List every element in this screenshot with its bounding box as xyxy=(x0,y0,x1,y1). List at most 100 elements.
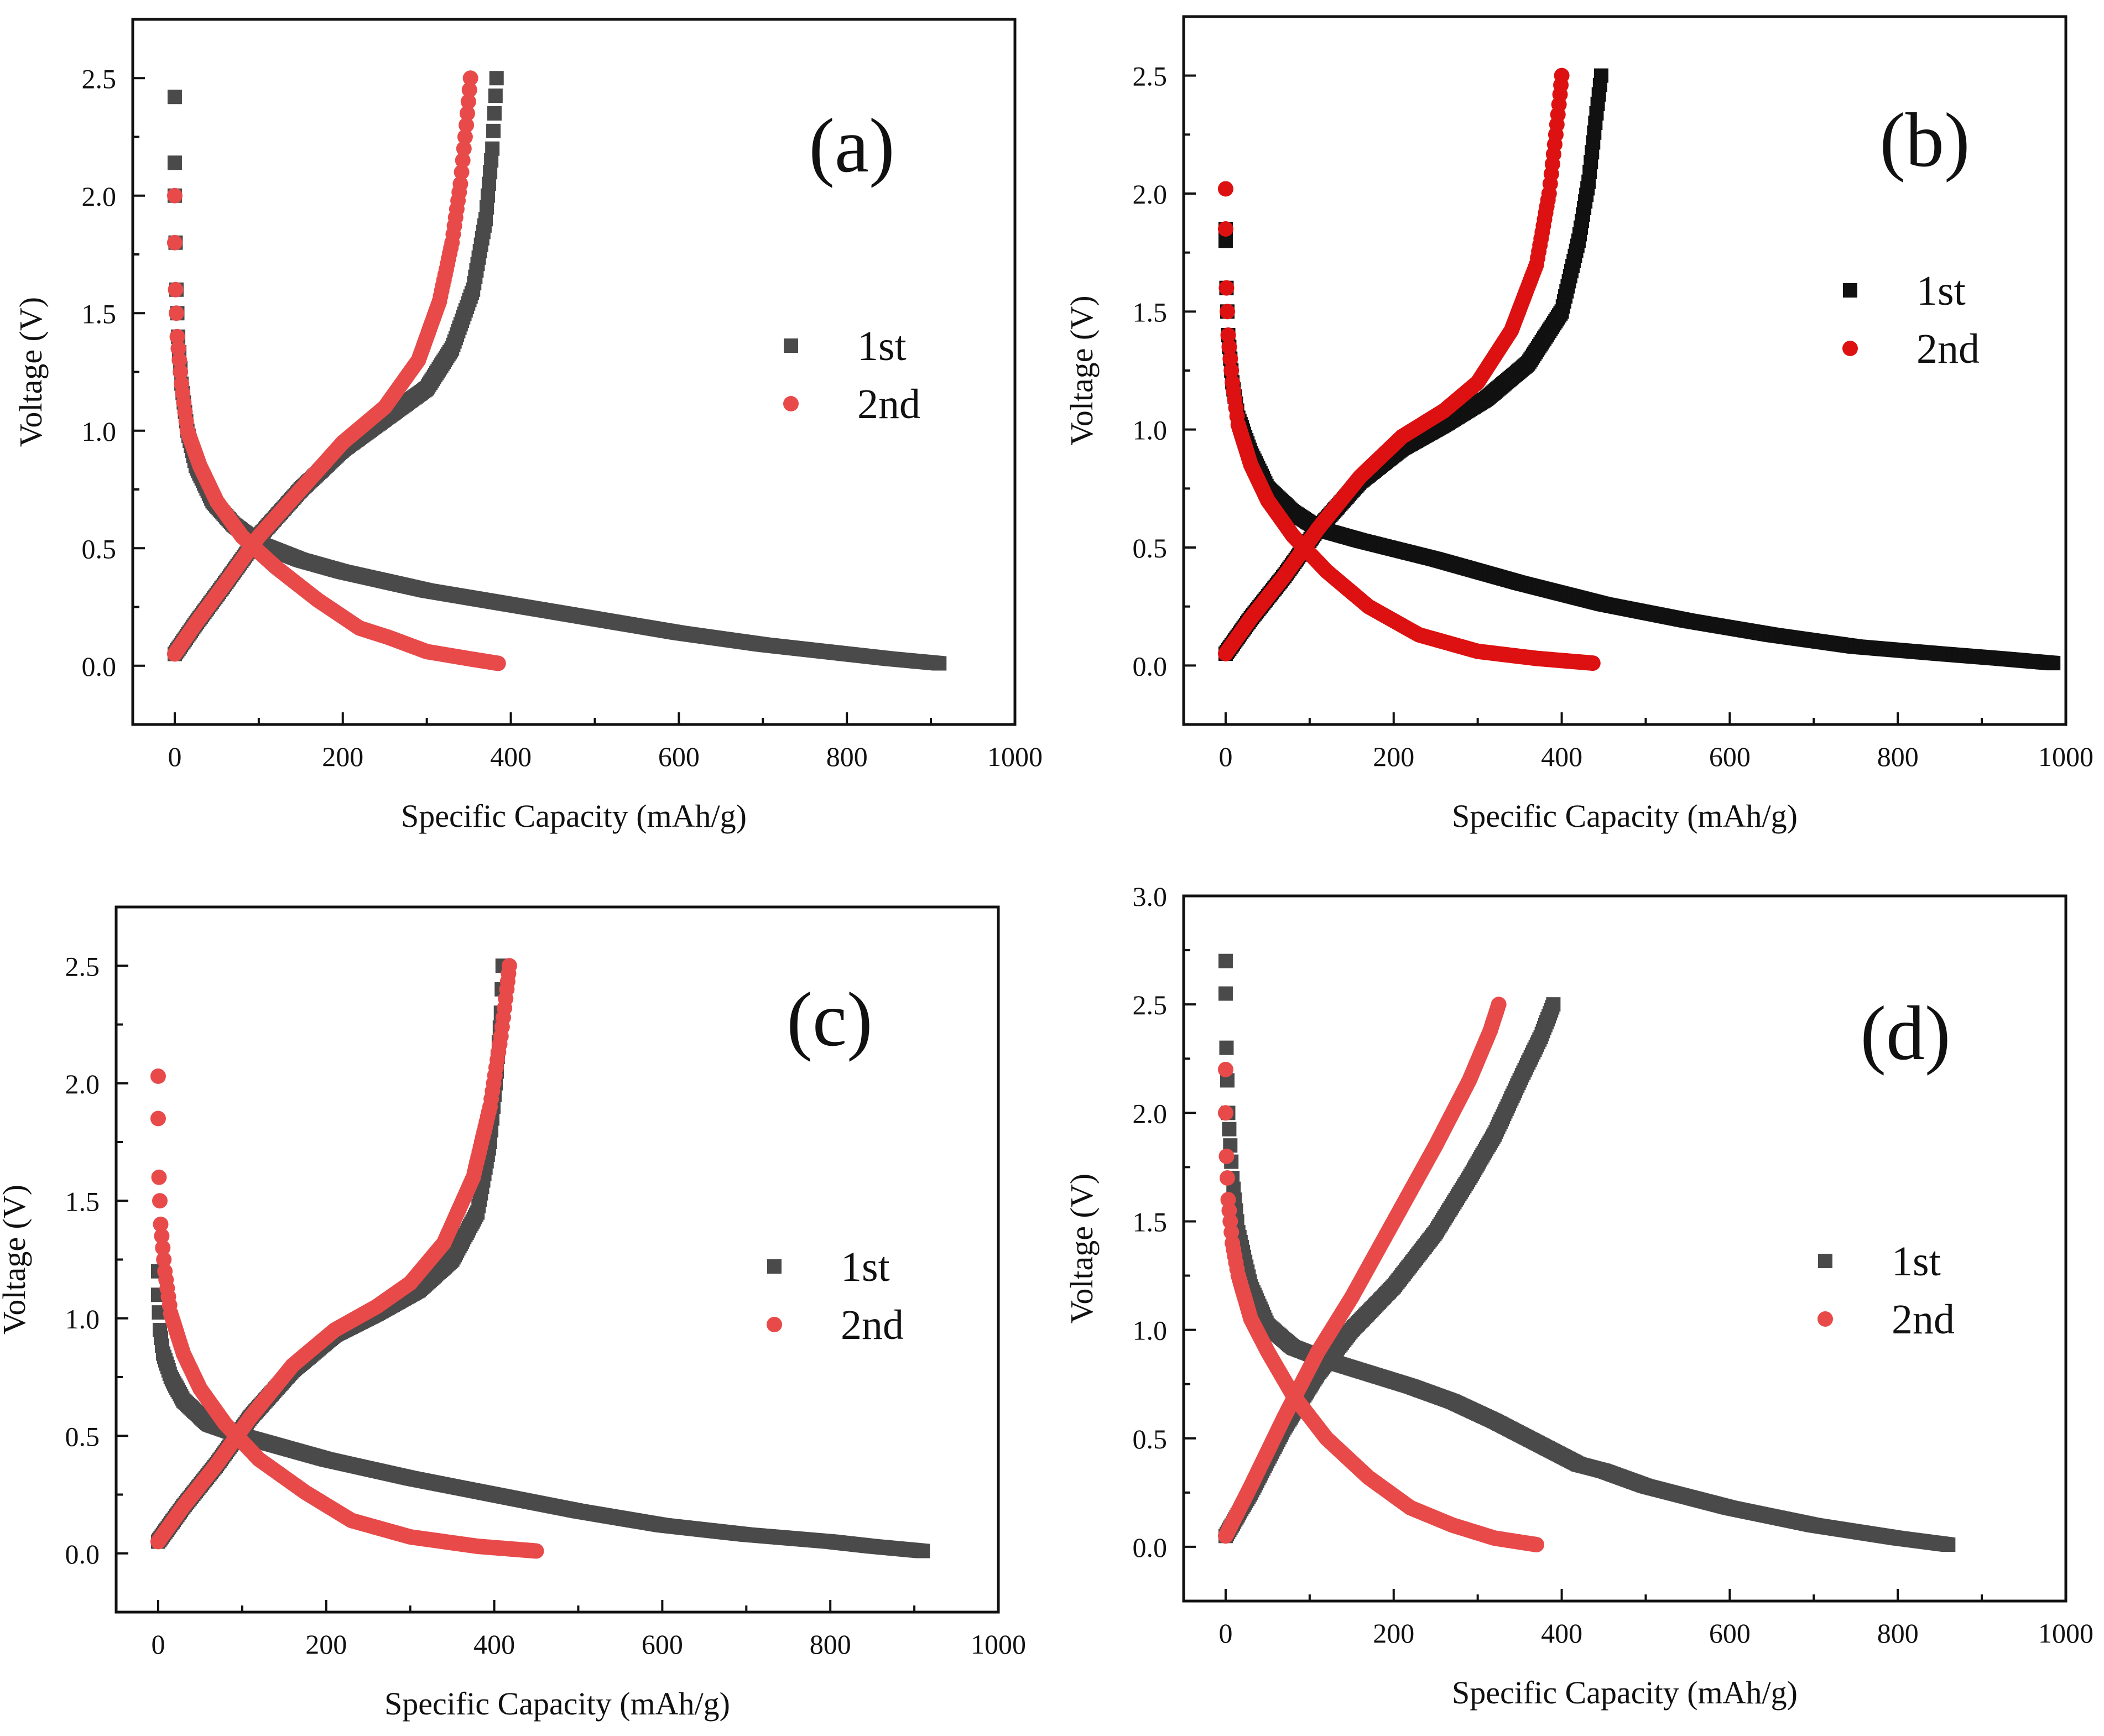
x-tick-label: 1000 xyxy=(2038,741,2093,772)
panel-a: 0 200 400 600 800 10000.00.51.01.52.02.5Speci… xyxy=(13,18,1043,834)
legend-label: 2nd xyxy=(841,1302,904,1348)
x-tick-label: 600 xyxy=(642,1629,683,1660)
discharge-point xyxy=(1218,953,1233,968)
discharge-point xyxy=(1217,221,1233,237)
y-tick-label: 2.5 xyxy=(82,63,117,94)
charge-point xyxy=(487,106,502,121)
x-tick-label: 0 xyxy=(151,1629,165,1660)
charge-point xyxy=(486,123,501,138)
discharge-point xyxy=(932,656,947,671)
discharge-point xyxy=(167,90,182,105)
discharge-point xyxy=(1222,1122,1237,1137)
legend-marker xyxy=(767,1317,782,1332)
charge-point xyxy=(501,958,517,974)
discharge-point xyxy=(150,1111,166,1127)
legend-label: 1st xyxy=(1916,268,1966,314)
y-axis-title: Voltage (V) xyxy=(13,297,49,447)
y-axis-title: Voltage (V) xyxy=(0,1185,32,1334)
discharge-point xyxy=(1219,304,1235,320)
discharge-point xyxy=(168,281,184,298)
y-tick-label: 2.0 xyxy=(1133,1098,1168,1129)
series-2nd xyxy=(166,70,506,671)
discharge-point xyxy=(1585,655,1601,671)
discharge-point xyxy=(1217,181,1233,197)
discharge-point xyxy=(915,1544,930,1558)
y-tick-label: 2.0 xyxy=(65,1068,100,1099)
x-tick-label: 600 xyxy=(658,741,700,772)
x-tick-label: 400 xyxy=(1541,741,1582,772)
legend-marker xyxy=(1842,341,1858,356)
discharge-point xyxy=(166,234,183,251)
discharge-point xyxy=(528,1543,544,1559)
x-axis-title: Specific Capacity (mAh/g) xyxy=(1452,1675,1798,1711)
y-tick-label: 0.5 xyxy=(1133,533,1168,564)
discharge-point xyxy=(151,1169,167,1185)
panel-label: (b) xyxy=(1879,97,1970,183)
legend-label: 1st xyxy=(841,1244,890,1290)
y-tick-label: 2.5 xyxy=(65,951,100,982)
legend-label: 2nd xyxy=(1916,326,1980,372)
y-tick-label: 2.0 xyxy=(82,181,117,212)
y-tick-label: 1.0 xyxy=(82,416,117,447)
x-axis-title: Specific Capacity (mAh/g) xyxy=(401,798,747,834)
y-tick-label: 0.5 xyxy=(82,533,117,564)
charge-point xyxy=(488,88,503,103)
x-tick-label: 1000 xyxy=(2038,1618,2093,1649)
y-tick-label: 2.5 xyxy=(1133,61,1168,92)
x-tick-label: 800 xyxy=(810,1629,851,1660)
x-tick-label: 600 xyxy=(1709,741,1751,772)
y-tick-label: 1.0 xyxy=(1133,415,1168,446)
y-tick-label: 3.0 xyxy=(1133,881,1168,912)
x-tick-label: 800 xyxy=(826,741,868,772)
y-tick-label: 2.5 xyxy=(1133,989,1168,1020)
y-tick-label: 0.0 xyxy=(1133,1532,1168,1563)
legend-label: 2nd xyxy=(857,381,920,428)
y-axis-title: Voltage (V) xyxy=(1064,295,1100,445)
charge-point xyxy=(1593,68,1608,83)
panel-b: 0 200 400 600 800 10000.00.51.01.52.02.5Speci… xyxy=(1064,15,2093,834)
legend-marker xyxy=(767,1259,782,1274)
discharge-point xyxy=(168,305,184,321)
y-tick-label: 0.5 xyxy=(65,1421,100,1452)
discharge-point xyxy=(1218,986,1233,1001)
panel-label: (a) xyxy=(809,103,894,189)
y-tick-label: 0.5 xyxy=(1133,1424,1168,1455)
discharge-point xyxy=(1219,1040,1234,1055)
x-tick-label: 1000 xyxy=(971,1629,1026,1660)
x-tick-label: 200 xyxy=(1373,741,1414,772)
y-tick-label: 1.0 xyxy=(65,1304,100,1334)
x-axis-title: Specific Capacity (mAh/g) xyxy=(1452,798,1798,834)
legend-label: 1st xyxy=(857,323,907,369)
charge-point xyxy=(485,141,500,156)
charge-point xyxy=(1554,67,1570,84)
x-tick-label: 400 xyxy=(490,741,532,772)
y-tick-label: 1.0 xyxy=(1133,1315,1168,1346)
legend-marker xyxy=(783,396,799,411)
legend-marker xyxy=(784,338,798,353)
charge-point xyxy=(462,70,478,86)
x-tick-label: 200 xyxy=(322,741,363,772)
x-tick-label: 800 xyxy=(1877,741,1919,772)
panel-label: (c) xyxy=(787,977,872,1062)
discharge-point xyxy=(167,155,182,170)
discharge-point xyxy=(490,655,506,671)
panel-d: 0 200 400 600 800 10000.00.51.01.52.02.53.0Sp… xyxy=(1064,881,2093,1711)
x-tick-label: 400 xyxy=(473,1629,515,1660)
x-tick-label: 0 xyxy=(1218,741,1232,772)
x-tick-label: 0 xyxy=(168,741,181,772)
panel-c: 0 200 400 600 800 10000.00.51.01.52.02.5Speci… xyxy=(0,905,1026,1722)
charge-point xyxy=(489,71,504,86)
discharge-point xyxy=(1218,280,1235,296)
panel-label: (d) xyxy=(1860,990,1950,1076)
x-tick-label: 600 xyxy=(1709,1618,1751,1649)
x-tick-label: 400 xyxy=(1541,1618,1582,1649)
y-axis-title: Voltage (V) xyxy=(1064,1174,1100,1323)
y-tick-label: 0.0 xyxy=(82,651,117,682)
discharge-point xyxy=(150,1068,166,1084)
y-tick-label: 0.0 xyxy=(65,1539,100,1570)
x-tick-label: 800 xyxy=(1877,1618,1919,1649)
x-tick-label: 200 xyxy=(305,1629,347,1660)
series-1st xyxy=(1218,953,1956,1552)
y-tick-label: 1.5 xyxy=(1133,1206,1168,1237)
